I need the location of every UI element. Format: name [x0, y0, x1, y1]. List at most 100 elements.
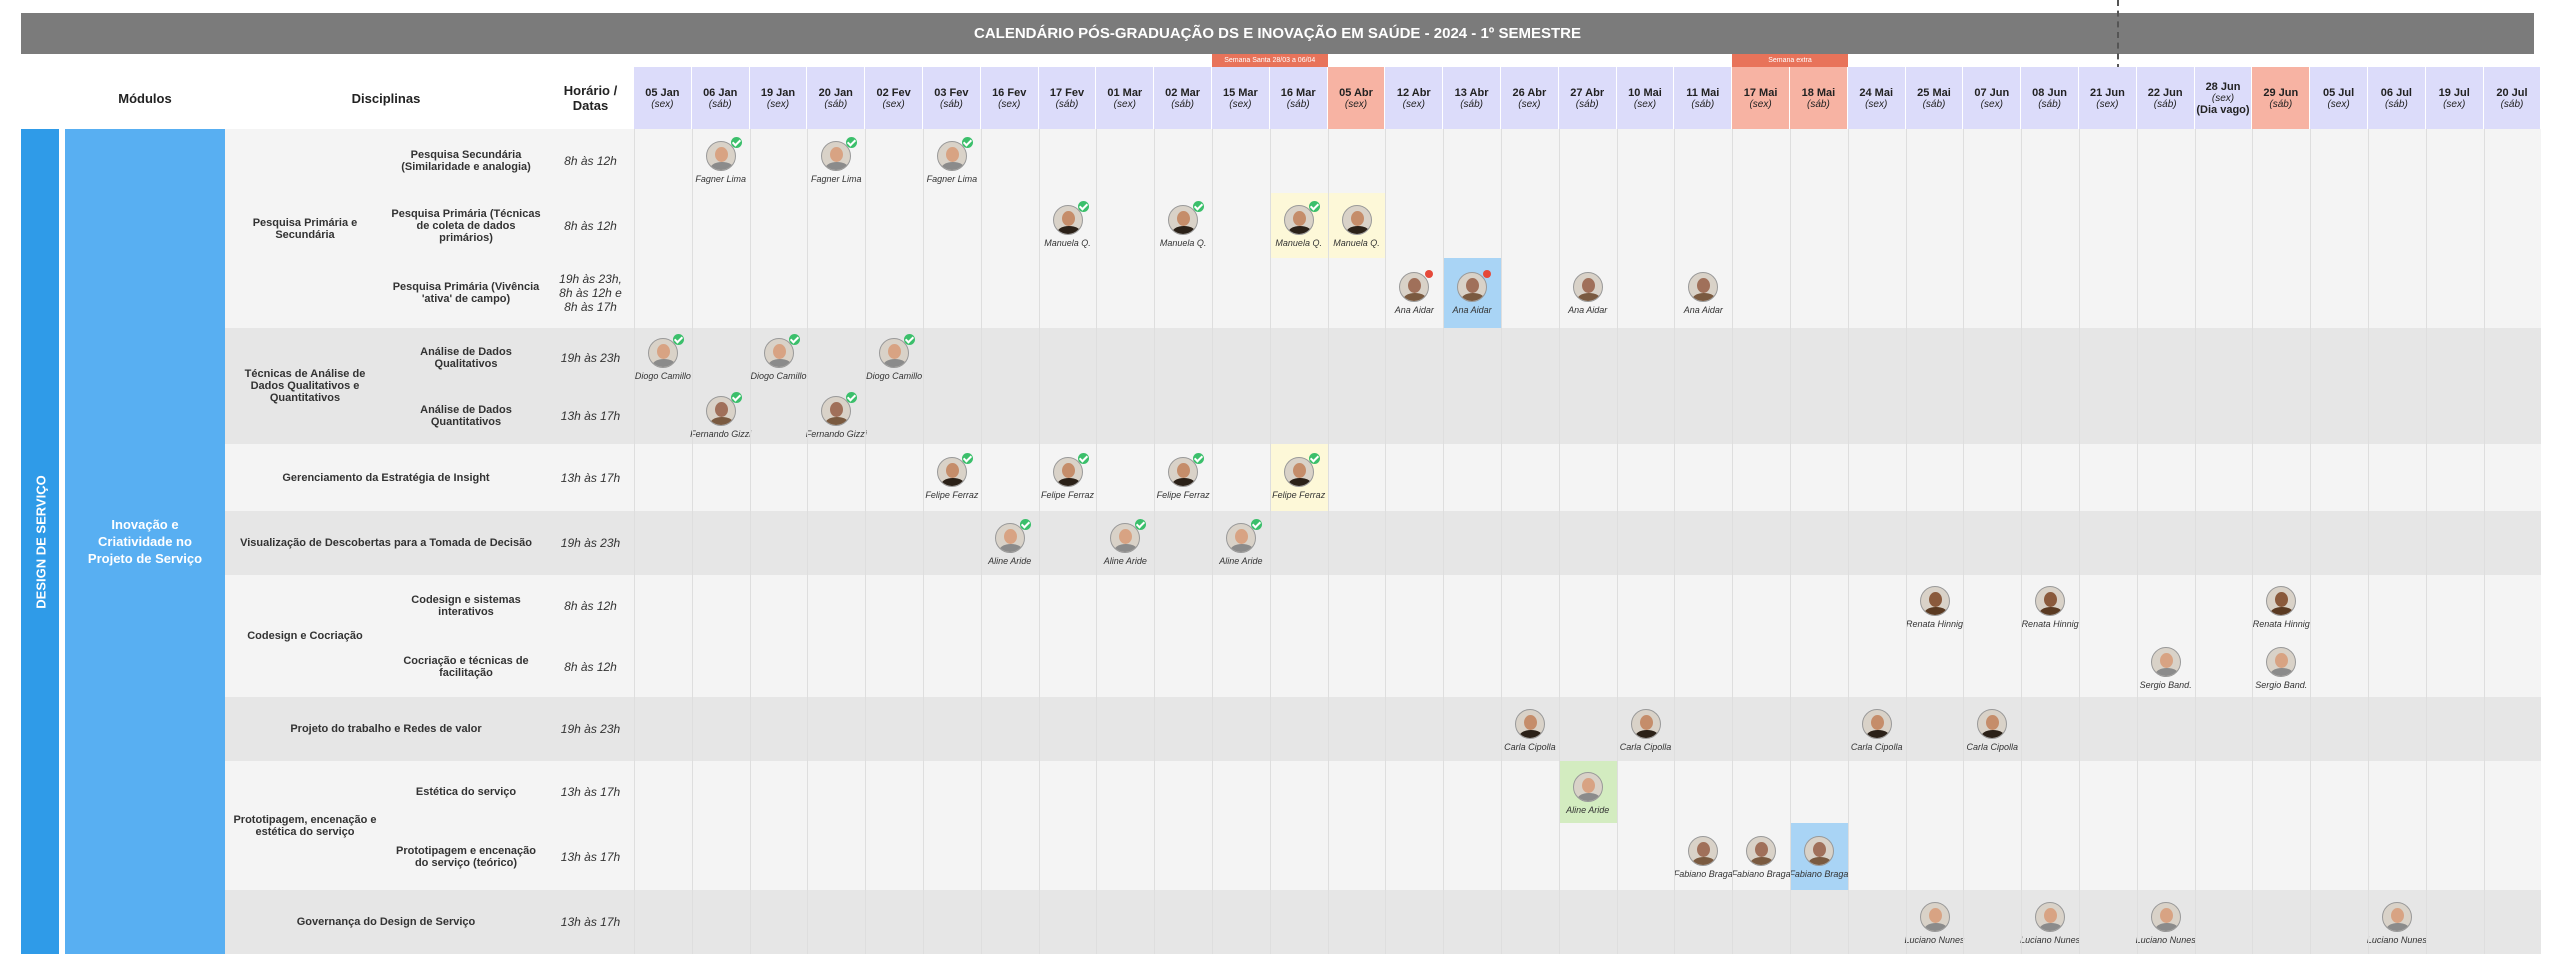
date-header: 20 Jan (sáb)	[807, 67, 866, 129]
avatar-body	[1172, 226, 1197, 235]
discipline: Codesign e sistemas interativos	[411, 594, 521, 618]
instructor-name: Luciano Nunes	[1904, 934, 1965, 945]
avatar	[1110, 522, 1141, 553]
instructor-name: Manuela Q.	[1159, 238, 1207, 249]
instructor-name: Renata Hinnig	[2021, 619, 2079, 630]
grid-line	[1732, 129, 1734, 954]
instructor-name: Sergio Band.	[2255, 680, 2308, 691]
date-day: 13 Abr	[1454, 86, 1489, 99]
avatar-body	[825, 416, 850, 425]
date-weekday: (sex)	[882, 98, 905, 110]
group-label: Prototipagem, encenação e estética do se…	[233, 813, 377, 838]
avatar-body	[1287, 226, 1312, 235]
marker-line	[2117, 0, 2119, 70]
date-day: 02 Mar	[1165, 86, 1201, 99]
date-weekday: (sáb)	[824, 98, 848, 110]
date-note: (Dia vago)	[2196, 103, 2250, 116]
avatar	[1630, 708, 1661, 739]
group-label: Pesquisa Primária e Secundária	[252, 216, 358, 241]
date-day: 06 Jan	[703, 86, 738, 99]
avatar	[1168, 457, 1199, 488]
done-check	[1250, 518, 1262, 530]
grid-line	[2136, 129, 2138, 954]
discipline: Governança do Design de Serviço	[296, 916, 476, 928]
hours: 13h às 17h	[560, 408, 621, 423]
instructor-name: Aline Aride	[988, 555, 1032, 566]
discipline: Pesquisa Primária (Técnicas de coleta de…	[391, 207, 541, 244]
done-check	[1077, 453, 1089, 465]
grid-line	[1616, 129, 1618, 954]
grid-line	[2021, 129, 2023, 954]
instructor-name: Manuela Q.	[1275, 238, 1322, 249]
instructor-name: Diogo Camillo	[866, 370, 923, 381]
avatar	[705, 395, 736, 426]
instructor-name: Diogo Camillo	[750, 370, 807, 381]
date-weekday: (sex)	[766, 98, 790, 110]
date-day: 19 Jan	[760, 86, 796, 99]
grid-line	[923, 129, 924, 954]
avatar	[2035, 586, 2066, 617]
instructor-name: Ana Aidar	[1683, 305, 1723, 316]
avatar-face	[830, 401, 844, 417]
date-weekday: (sex)	[1749, 98, 1772, 110]
date-weekday: (sex)	[1518, 98, 1541, 110]
grid-line	[865, 129, 867, 954]
avatar-face	[830, 146, 844, 162]
date-weekday: (sáb)	[1055, 98, 1079, 110]
date-header: 26 Abr (sex)	[1501, 67, 1559, 129]
hours: 19h às 23h, 8h às 12h e 8h às 17h	[559, 272, 622, 314]
avatar-body	[1287, 478, 1312, 487]
grid-line	[1443, 129, 1445, 954]
date-weekday: (sex)	[2443, 98, 2466, 110]
grid-line	[1212, 129, 1213, 954]
alert-dot	[1425, 270, 1434, 279]
date-header: 01 Mar (sex)	[1096, 67, 1155, 129]
done-check	[1135, 518, 1147, 530]
avatar	[1746, 836, 1777, 867]
grid-line	[749, 129, 751, 954]
instructor-name: Diogo Camillo	[634, 370, 691, 381]
date-day: 03 Fev	[934, 86, 969, 99]
instructor-name: Fernando Gizzi	[805, 428, 867, 439]
date-header: 03 Fev (sáb)	[923, 67, 981, 129]
date-header: 13 Abr (sáb)	[1443, 67, 1501, 129]
date-weekday: (sáb)	[1286, 98, 1310, 110]
group-band	[225, 328, 2542, 444]
avatar-face	[888, 343, 902, 359]
avatar	[1283, 457, 1314, 488]
date-day: 29 Jun	[2263, 86, 2299, 99]
done-check	[1077, 201, 1089, 213]
grid-line	[1558, 129, 1560, 954]
avatar-body	[709, 416, 734, 425]
date-weekday: (sáb)	[1171, 98, 1194, 110]
grid-line	[2252, 129, 2254, 954]
avatar-face	[714, 401, 728, 417]
date-header: 27 Abr (sáb)	[1558, 67, 1617, 129]
avatar-face	[1928, 907, 1942, 923]
instructor-name: Aline Aride	[1219, 555, 1263, 566]
date-header: 05 Jan (sex)	[634, 67, 692, 129]
date-day: 08 Jun	[2032, 86, 2068, 99]
date-day: 16 Mar	[1280, 86, 1316, 99]
avatar-face	[2159, 907, 2173, 923]
discipline: Análise de Dados Quantitativos	[420, 403, 512, 428]
date-day: 20 Jan	[818, 86, 853, 99]
avatar-face	[2390, 907, 2404, 923]
avatar-body	[1692, 857, 1717, 866]
grid-line	[1154, 129, 1156, 954]
done-check	[846, 391, 858, 403]
instructor-name: Luciano Nunes	[2020, 934, 2081, 945]
done-check	[961, 453, 973, 465]
hours: 19h às 23h	[560, 536, 621, 550]
avatar-face	[1177, 463, 1191, 479]
date-day: 20 Jul	[2496, 86, 2528, 99]
grid-line	[1790, 129, 1791, 954]
date-weekday: (sex)	[2211, 92, 2235, 104]
instructor-name: Renata Hinnig	[1905, 619, 1964, 630]
date-header: 19 Jan (sex)	[749, 67, 808, 129]
avatar-face	[1986, 714, 2000, 730]
date-day: 24 Mai	[1859, 86, 1894, 99]
done-check	[730, 136, 742, 148]
avatar-body	[1634, 729, 1659, 738]
